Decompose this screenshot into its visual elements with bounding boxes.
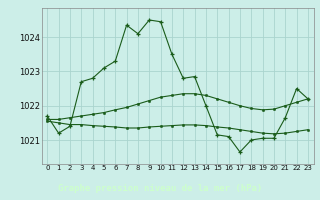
Text: Graphe pression niveau de la mer (hPa): Graphe pression niveau de la mer (hPa) — [58, 184, 262, 193]
